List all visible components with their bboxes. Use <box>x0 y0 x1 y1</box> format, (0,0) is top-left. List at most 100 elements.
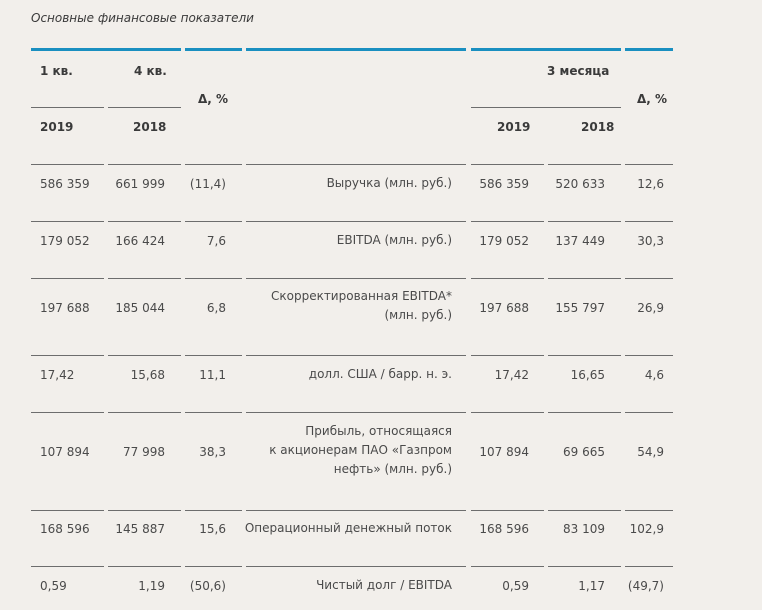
cell-c: (11,4) <box>189 177 226 191</box>
row-divider <box>471 412 544 413</box>
header-delta-left: Δ, % <box>198 92 229 106</box>
cell-f: 102,9 <box>629 522 664 536</box>
cell-d: 17,42 <box>494 368 529 382</box>
cell-f: 30,3 <box>637 234 664 248</box>
cell-f: 26,9 <box>637 301 664 315</box>
cell-e: 16,65 <box>570 368 605 382</box>
row-divider <box>108 221 181 222</box>
cell-b: 185 044 <box>115 301 165 315</box>
header-divider <box>108 107 181 108</box>
row-divider <box>31 221 104 222</box>
row-divider <box>625 221 673 222</box>
row-divider <box>31 412 104 413</box>
cell-c: 38,3 <box>199 445 226 459</box>
row-divider <box>625 412 673 413</box>
cell-a: 17,42 <box>40 368 75 382</box>
row-divider <box>246 164 466 165</box>
cell-d: 586 359 <box>479 177 529 191</box>
cell-e: 155 797 <box>555 301 605 315</box>
cell-e: 1,17 <box>578 579 605 593</box>
cell-a: 107 894 <box>40 445 90 459</box>
row-divider <box>31 355 104 356</box>
header-q1: 1 кв. <box>40 64 73 78</box>
row-divider <box>471 221 544 222</box>
row-label: Операционный денежный поток <box>244 521 452 535</box>
row-divider <box>108 278 181 279</box>
row-divider <box>625 355 673 356</box>
row-divider <box>548 278 621 279</box>
header-bar <box>625 48 673 51</box>
cell-b: 77 998 <box>123 445 165 459</box>
row-divider <box>548 510 621 511</box>
cell-b: 145 887 <box>115 522 165 536</box>
header-year-2019-left: 2019 <box>40 120 74 134</box>
header-divider <box>31 107 104 108</box>
row-label: Прибыль, относящаяся к акционерам ПАО «Га… <box>269 424 452 476</box>
row-label: Выручка (млн. руб.) <box>326 176 452 190</box>
row-label: долл. США / барр. н. э. <box>308 367 452 381</box>
row-divider <box>548 164 621 165</box>
cell-f: 12,6 <box>637 177 664 191</box>
cell-f: (49,7) <box>627 579 664 593</box>
cell-b: 166 424 <box>115 234 165 248</box>
row-divider <box>625 278 673 279</box>
row-divider <box>185 412 242 413</box>
row-divider <box>31 278 104 279</box>
row-divider <box>108 412 181 413</box>
cell-d: 0,59 <box>502 579 529 593</box>
cell-d: 168 596 <box>479 522 529 536</box>
header-bar <box>185 48 242 51</box>
row-divider <box>625 164 673 165</box>
row-label: Скорректированная EBITDA* (млн. руб.) <box>270 289 452 322</box>
row-divider <box>246 355 466 356</box>
row-divider <box>31 164 104 165</box>
cell-a: 0,59 <box>40 579 67 593</box>
row-divider <box>108 566 181 567</box>
header-bar <box>31 48 181 51</box>
row-divider <box>548 221 621 222</box>
row-divider <box>471 164 544 165</box>
row-divider <box>185 164 242 165</box>
cell-c: 7,6 <box>206 234 226 248</box>
header-3-months: 3 месяца <box>547 64 610 78</box>
cell-e: 83 109 <box>563 522 605 536</box>
row-divider <box>31 566 104 567</box>
row-divider <box>625 510 673 511</box>
cell-d: 179 052 <box>479 234 529 248</box>
table-caption: Основные финансовые показатели <box>31 11 254 25</box>
row-divider <box>246 278 466 279</box>
cell-f: 4,6 <box>644 368 664 382</box>
header-year-2018-right: 2018 <box>581 120 615 134</box>
row-divider <box>246 412 466 413</box>
row-divider <box>108 164 181 165</box>
row-divider <box>548 355 621 356</box>
cell-c: 11,1 <box>199 368 226 382</box>
cell-c: 15,6 <box>199 522 226 536</box>
row-divider <box>108 510 181 511</box>
cell-a: 586 359 <box>40 177 90 191</box>
row-divider <box>185 566 242 567</box>
cell-b: 661 999 <box>115 177 165 191</box>
row-divider <box>471 566 544 567</box>
row-divider <box>246 566 466 567</box>
row-divider <box>108 355 181 356</box>
row-divider <box>471 355 544 356</box>
row-divider <box>185 221 242 222</box>
header-q4: 4 кв. <box>134 64 167 78</box>
header-bar <box>246 48 466 51</box>
cell-a: 197 688 <box>40 301 90 315</box>
header-bar <box>471 48 621 51</box>
row-label: Чистый долг / EBITDA <box>316 578 452 592</box>
cell-f: 54,9 <box>637 445 664 459</box>
cell-d: 197 688 <box>479 301 529 315</box>
cell-b: 15,68 <box>130 368 165 382</box>
row-divider <box>246 221 466 222</box>
header-year-2019-right: 2019 <box>497 120 531 134</box>
header-year-2018-left: 2018 <box>133 120 167 134</box>
cell-e: 137 449 <box>555 234 605 248</box>
row-divider <box>625 566 673 567</box>
cell-b: 1,19 <box>138 579 165 593</box>
header-delta-right: Δ, % <box>637 92 668 106</box>
cell-d: 107 894 <box>479 445 529 459</box>
row-divider <box>548 566 621 567</box>
